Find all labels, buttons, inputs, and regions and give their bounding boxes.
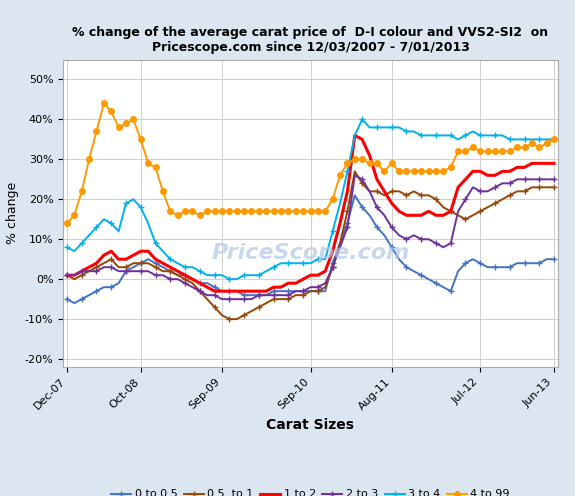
- Y-axis label: % change: % change: [6, 182, 19, 245]
- X-axis label: Carat Sizes: Carat Sizes: [266, 418, 355, 432]
- Legend: 0 to 0.5, 0.5  to 1, 1 to 2, 2 to 3, 3 to 4, 4 to 99: 0 to 0.5, 0.5 to 1, 1 to 2, 2 to 3, 3 to…: [111, 490, 510, 496]
- Text: PriceScope.com: PriceScope.com: [212, 243, 409, 263]
- Title: % change of the average carat price of  D-I colour and VVS2-SI2  on
Pricescope.c: % change of the average carat price of D…: [72, 26, 549, 54]
